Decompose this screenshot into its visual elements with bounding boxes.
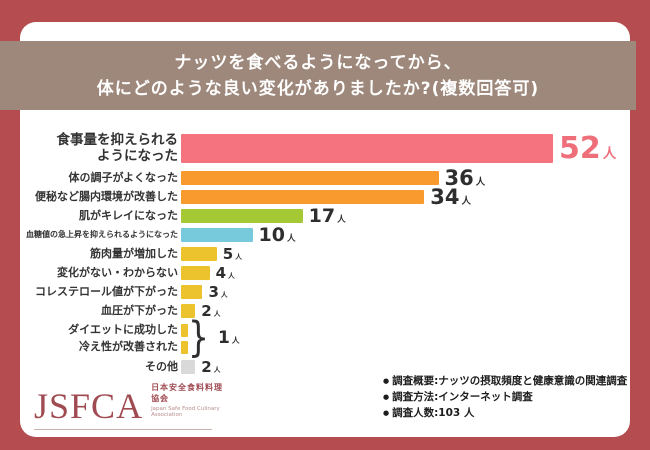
- survey-method: ● 調査方法:インターネット調査: [383, 391, 533, 403]
- logo-text: JSFCA: [34, 386, 144, 426]
- bar-label: 血糖値の急上昇を抑えられるようになった: [26, 230, 178, 240]
- bullet-icon: ●: [383, 393, 390, 401]
- bar-label: 便秘など腸内環境が改善した: [35, 189, 178, 203]
- bar: [181, 324, 189, 337]
- bar-label: 食事量を抑えられる ようになった: [56, 131, 179, 164]
- chart-row: 便秘など腸内環境が改善した 34 人: [20, 186, 630, 207]
- bar: [181, 190, 425, 204]
- bar-value: 17 人: [308, 204, 346, 227]
- bar-label: 肌がキレイになった: [79, 208, 178, 222]
- bar: [181, 285, 203, 299]
- bar: [181, 134, 553, 163]
- bar-label: 筋肉量が増加した: [90, 246, 178, 260]
- bar-label: 変化がない・わからない: [57, 265, 178, 279]
- chart-row: 肌がキレイになった 17 人: [20, 204, 630, 227]
- chart-row: ダイエットに成功した: [20, 324, 630, 337]
- bar-label: 冷え性が改善された: [79, 340, 178, 354]
- bar-value: 52 人: [559, 130, 617, 166]
- chart-row: 食事量を抑えられる ようになった 52 人: [20, 130, 630, 166]
- bar-value: 10 人: [258, 223, 296, 246]
- bar-value: 34 人: [430, 184, 471, 209]
- bar: [181, 171, 439, 185]
- bar: [181, 209, 303, 223]
- logo-org-en: Japan Safe Food Culinary Association: [151, 406, 220, 418]
- chart-rows: 食事量を抑えられる ようになった 52 人 体の調子がよくなった 36 人 便秘など…: [20, 130, 630, 376]
- bar-label: ダイエットに成功した: [68, 323, 178, 337]
- bar-value: 36 人: [444, 165, 486, 190]
- survey-overview: ● 調査概要:ナッツの摂取頻度と健康意識の関連調査: [383, 375, 628, 387]
- bar-label: コレステロール値が下がった: [35, 284, 178, 298]
- chart-row: 冷え性が改善された: [20, 341, 630, 354]
- bar: [181, 341, 189, 354]
- title-line2: 体にどのような良い変化がありましたか?(複数回答可): [96, 78, 540, 99]
- bar-chart: 食事量を抑えられる ようになった 52 人 体の調子がよくなった 36 人 便秘など…: [20, 130, 630, 384]
- bullet-icon: ●: [383, 377, 390, 385]
- brace-icon: }: [188, 313, 209, 362]
- bar: [181, 266, 210, 280]
- logo-underline: [34, 429, 212, 430]
- chart-row: 血糖値の急上昇を抑えられるようになった 10 人: [20, 223, 630, 246]
- jsfca-logo: JSFCA 日本安全食料料理協会 Japan Safe Food Culinar…: [34, 382, 224, 430]
- bar: [181, 228, 253, 242]
- title-banner: ナッツを食べるようになってから、 体にどのような良い変化がありましたか?(複数回…: [0, 41, 636, 110]
- bar-label: 血圧が下がった: [101, 303, 178, 317]
- bar: [181, 247, 217, 261]
- bar: [181, 360, 196, 374]
- logo-subtext: 日本安全食料料理協会 Japan Safe Food Culinary Asso…: [151, 382, 224, 424]
- title-line1: ナッツを食べるようになってから、: [174, 52, 462, 73]
- bar-label: その他: [145, 359, 178, 373]
- logo-org-jp: 日本安全食料料理協会: [151, 383, 224, 403]
- chart-row: 体の調子がよくなった 36 人: [20, 167, 630, 188]
- bar: [181, 304, 196, 318]
- bar-label: 体の調子がよくなった: [68, 170, 178, 184]
- survey-info: ● 調査概要:ナッツの摂取頻度と健康意識の関連調査 ● 調査方法:インターネット調査…: [383, 374, 628, 422]
- survey-count: ● 調査人数:103 人: [383, 407, 475, 419]
- bullet-icon: ●: [383, 409, 390, 417]
